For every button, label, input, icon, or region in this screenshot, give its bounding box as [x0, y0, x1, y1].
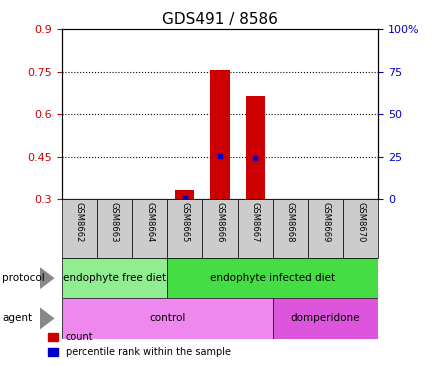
Text: GSM8670: GSM8670	[356, 202, 365, 243]
Bar	[308, 199, 343, 258]
Text: endophyte infected diet: endophyte infected diet	[210, 273, 335, 283]
Text: agent: agent	[2, 313, 32, 324]
Bar	[167, 258, 378, 298]
Text: GSM8662: GSM8662	[75, 202, 84, 243]
Bar	[273, 199, 308, 258]
Polygon shape	[40, 307, 55, 330]
Text: GSM8663: GSM8663	[110, 202, 119, 243]
Legend: count, percentile rank within the sample: count, percentile rank within the sample	[44, 329, 235, 361]
Bar	[238, 199, 273, 258]
Bar	[62, 199, 97, 258]
Text: endophyte free diet: endophyte free diet	[63, 273, 166, 283]
Bar	[273, 298, 378, 339]
Bar	[343, 199, 378, 258]
Bar	[62, 258, 167, 298]
Text: control: control	[149, 313, 185, 324]
Bar	[167, 199, 202, 258]
Polygon shape	[40, 267, 55, 290]
Title: GDS491 / 8586: GDS491 / 8586	[162, 12, 278, 27]
Bar	[62, 298, 273, 339]
Bar	[210, 70, 230, 199]
Text: GSM8666: GSM8666	[216, 202, 224, 243]
Bar	[132, 199, 167, 258]
Text: GSM8667: GSM8667	[251, 202, 260, 243]
Bar	[97, 199, 132, 258]
Text: protocol: protocol	[2, 273, 45, 283]
Bar	[175, 190, 194, 199]
Text: GSM8665: GSM8665	[180, 202, 189, 243]
Text: domperidone: domperidone	[291, 313, 360, 324]
Text: GSM8668: GSM8668	[286, 202, 295, 243]
Text: GSM8669: GSM8669	[321, 202, 330, 243]
Bar	[246, 96, 265, 199]
Text: GSM8664: GSM8664	[145, 202, 154, 243]
Bar	[202, 199, 238, 258]
